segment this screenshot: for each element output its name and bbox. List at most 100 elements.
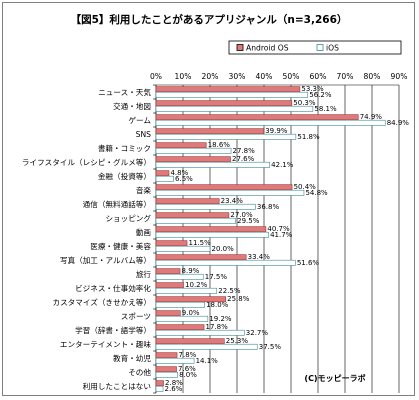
value-label-android: 8.9% — [182, 267, 200, 275]
value-label-android: 23.4% — [221, 197, 244, 205]
bar-ios — [155, 119, 386, 126]
bar-ios — [155, 385, 164, 392]
bar-android — [155, 170, 170, 177]
category-label: 利用したことはない — [83, 381, 151, 391]
bar-android — [155, 282, 184, 289]
category-label: 書籍・コミック — [98, 143, 151, 153]
bar-android — [155, 254, 247, 261]
legend-label-android: Android OS — [246, 44, 289, 53]
value-label-ios: 84.9% — [387, 119, 410, 127]
chart-frame: 【図5】利用したことがあるアプリジャンル（n=3,266） Android OS i… — [2, 2, 415, 396]
category-label: ゲーム — [128, 116, 151, 125]
bar-ios — [155, 217, 236, 224]
value-label-android: 18.6% — [208, 141, 231, 149]
value-label-android: 40.7% — [267, 225, 290, 233]
value-label-android: 27.6% — [232, 155, 255, 163]
bar-android — [155, 366, 177, 373]
x-tick-label: 60% — [310, 72, 327, 81]
bar-ios — [155, 105, 314, 112]
bar-android — [155, 128, 265, 135]
value-label-ios: 17.5% — [205, 273, 228, 281]
bar-android — [155, 240, 188, 247]
x-tick-label: 90% — [391, 72, 408, 81]
bar-ios — [155, 231, 269, 238]
value-label-android: 4.8% — [170, 169, 188, 177]
bar-ios — [155, 301, 205, 308]
bar-ios — [155, 147, 232, 154]
category-label: 学習（辞書・語学等） — [75, 325, 151, 335]
bar-ios — [155, 175, 174, 182]
category-label: その他 — [128, 367, 151, 377]
legend-box — [228, 40, 402, 55]
value-label-ios: 36.8% — [257, 203, 280, 211]
value-label-ios: 29.5% — [237, 217, 260, 225]
bar-ios — [155, 343, 258, 350]
category-label: SNS — [136, 130, 152, 139]
value-label-ios: 14.1% — [196, 357, 219, 365]
x-tick-label: 80% — [364, 72, 381, 81]
bar-android — [155, 184, 293, 191]
bar-ios — [155, 133, 297, 140]
category-label: スポーツ — [121, 312, 151, 321]
value-label-android: 25.8% — [227, 295, 250, 303]
bar-android — [155, 100, 293, 107]
value-label-android: 33.4% — [248, 253, 271, 261]
value-label-android: 17.8% — [206, 323, 229, 331]
value-label-ios: 58.1% — [314, 105, 337, 113]
value-label-android: 2.8% — [165, 379, 183, 387]
category-label: ショッピング — [105, 213, 151, 223]
value-label-android: 7.6% — [178, 365, 196, 373]
value-label-android: 50.3% — [293, 99, 316, 107]
category-label: 通信（無料通話等） — [83, 199, 151, 209]
category-label: カスタマイズ（きせかえ等） — [53, 297, 152, 307]
x-tick-label: 70% — [337, 72, 354, 81]
category-label: ライフスタイル（レシピ・グルメ等） — [22, 157, 151, 167]
value-label-ios: 8.0% — [179, 371, 197, 379]
category-label: ニュース・天気 — [98, 87, 151, 97]
bar-android — [155, 380, 164, 387]
value-label-ios: 56.2% — [309, 91, 332, 99]
category-label: 写真（加工・アルバム等） — [60, 255, 151, 265]
value-label-ios: 42.1% — [271, 161, 294, 169]
bar-ios — [155, 91, 309, 98]
credit-text: (C)モッピーラボ — [304, 373, 365, 383]
value-label-ios: 6.5% — [175, 175, 193, 183]
category-label: 医療・健康・美容 — [90, 241, 151, 251]
legend-swatch-ios — [316, 44, 324, 51]
value-label-android: 9.0% — [182, 309, 200, 317]
chart-title: 【図5】利用したことがあるアプリジャンル（n=3,266） — [71, 13, 348, 26]
x-tick-label: 10% — [175, 72, 192, 81]
value-label-ios: 32.7% — [246, 329, 269, 337]
bar-ios — [155, 371, 178, 378]
value-label-android: 27.0% — [230, 211, 253, 219]
bar-android — [155, 86, 301, 93]
x-tick-label: 50% — [283, 72, 300, 81]
bar-android — [155, 268, 181, 275]
bar-android — [155, 352, 178, 359]
bar-android — [155, 324, 205, 331]
bar-ios — [155, 189, 305, 196]
value-label-android: 53.3% — [301, 85, 324, 93]
category-label: 動画 — [136, 228, 151, 237]
bar-ios — [155, 245, 211, 252]
value-label-android: 50.4% — [294, 183, 317, 191]
category-label: 金融（投資等） — [98, 171, 151, 181]
bar-android — [155, 296, 226, 303]
value-label-ios: 51.8% — [297, 133, 320, 141]
bar-android — [155, 156, 231, 163]
category-label: ビジネス・仕事効率化 — [75, 283, 151, 293]
bar-android — [155, 212, 230, 219]
legend-label-ios: iOS — [326, 44, 339, 53]
value-label-android: 25.3% — [226, 337, 249, 345]
value-label-android: 74.9% — [360, 113, 383, 121]
x-tick-label: 0% — [150, 72, 162, 81]
bar-android — [155, 226, 267, 233]
value-label-ios: 51.6% — [297, 259, 320, 267]
value-label-android: 39.9% — [265, 127, 288, 135]
bar-android — [155, 114, 359, 121]
bar-ios — [155, 273, 204, 280]
category-label: 旅行 — [136, 269, 152, 279]
bar-chart: 【図5】利用したことがあるアプリジャンル（n=3,266） Android OS i… — [22, 13, 410, 394]
value-label-ios: 54.8% — [305, 189, 328, 197]
value-label-ios: 22.5% — [218, 287, 241, 295]
